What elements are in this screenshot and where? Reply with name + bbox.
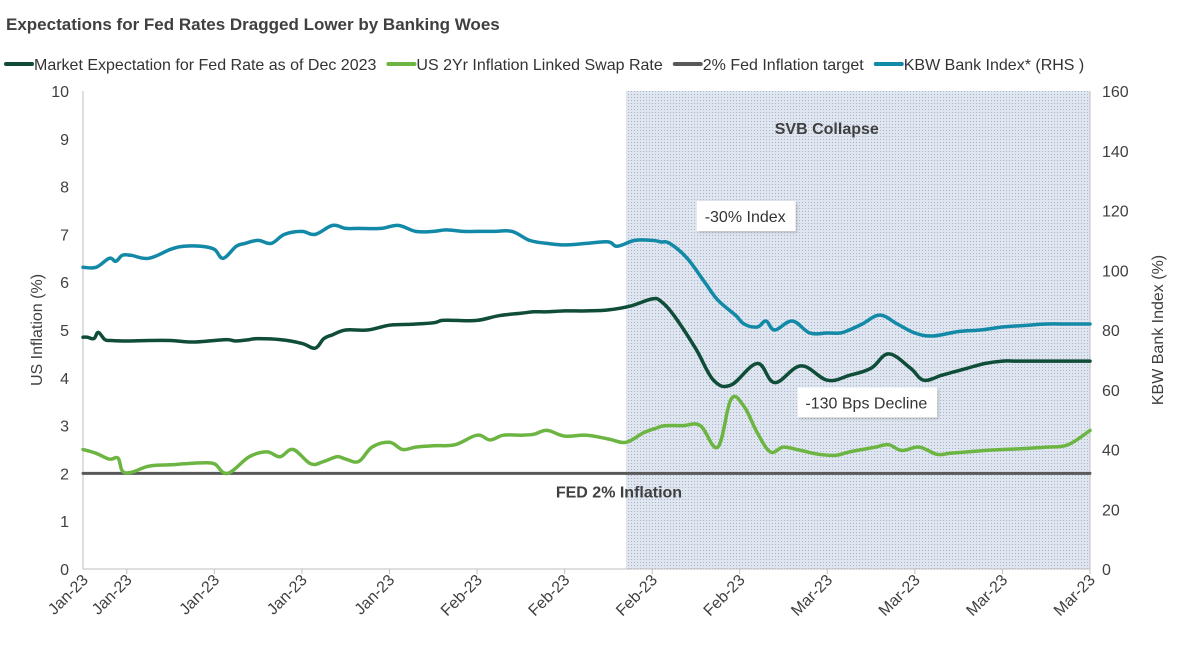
y-tick-label: 8 xyxy=(60,180,69,197)
y-tick-label: 1 xyxy=(60,514,69,531)
annotation: FED 2% Inflation xyxy=(556,484,682,501)
legend: Market Expectation for Fed Rate as of De… xyxy=(4,57,1085,74)
annotation-box xyxy=(696,201,796,232)
x-tick-label: Feb-23 xyxy=(613,572,661,620)
legend-label: KBW Bank Index* (RHS ) xyxy=(904,57,1085,74)
series-lines xyxy=(81,223,1092,476)
x-tick-label: Mar-23 xyxy=(876,572,924,620)
annotation-label: FED 2% Inflation xyxy=(556,484,682,501)
y2-tick-label: 80 xyxy=(1102,323,1120,340)
x-tick-label: Jan-23 xyxy=(177,572,224,619)
y-tick-label: 4 xyxy=(60,371,69,388)
y2-tick-label: 160 xyxy=(1102,84,1129,101)
annotation-label: -30% Index xyxy=(705,209,786,226)
x-tick-label: Jan-23 xyxy=(264,572,311,619)
x-tick-label: Jan-23 xyxy=(352,572,399,619)
y-tick-label: 2 xyxy=(60,466,69,483)
y-tick-label: 6 xyxy=(60,275,69,292)
y-axis-title: US Inflation (%) xyxy=(29,274,46,386)
y-tick-label: 7 xyxy=(60,227,69,244)
x-tick-label: Jan-23 xyxy=(89,572,136,619)
y2-tick-label: 0 xyxy=(1102,562,1111,579)
annotations: SVB Collapse -30% Index -130 Bps Decline FE… xyxy=(556,121,938,501)
annotation: SVB Collapse xyxy=(775,121,879,138)
annotation-label: -130 Bps Decline xyxy=(805,395,927,412)
fed-rate-expectation-line xyxy=(81,296,1092,389)
kbw-index-line xyxy=(81,223,1092,338)
annotation-box xyxy=(797,387,938,418)
chart-title: Expectations for Fed Rates Dragged Lower… xyxy=(6,15,500,34)
legend-label: 2% Fed Inflation target xyxy=(703,57,865,74)
annotation: -30% Index xyxy=(696,201,796,232)
inflation-swap-line xyxy=(81,394,1092,476)
y2-tick-label: 60 xyxy=(1102,383,1120,400)
legend-label: Market Expectation for Fed Rate as of De… xyxy=(34,57,377,74)
x-tick-label: Feb-23 xyxy=(526,572,574,620)
y-tick-label: 5 xyxy=(60,323,69,340)
y2-tick-label: 40 xyxy=(1102,443,1120,460)
y2-axis-title: KBW Bank Index (%) xyxy=(1150,255,1167,405)
y-tick-label: 3 xyxy=(60,419,69,436)
y2-tick-label: 100 xyxy=(1102,263,1129,280)
y-tick-label: 9 xyxy=(60,132,69,149)
y-tick-label: 10 xyxy=(51,84,69,101)
legend-label: US 2Yr Inflation Linked Swap Rate xyxy=(416,57,662,74)
y-tick-label: 0 xyxy=(60,562,69,579)
annotation: -130 Bps Decline xyxy=(797,387,938,418)
x-tick-label: Mar-23 xyxy=(963,572,1011,620)
annotation-label: SVB Collapse xyxy=(775,121,879,138)
x-tick-label: Feb-23 xyxy=(701,572,749,620)
y2-tick-label: 140 xyxy=(1102,144,1129,161)
x-tick-label: Mar-23 xyxy=(788,572,836,620)
x-tick-label: Mar-23 xyxy=(1051,572,1099,620)
x-tick-label: Feb-23 xyxy=(438,572,486,620)
shaded-region xyxy=(625,91,1090,569)
y2-tick-label: 20 xyxy=(1102,502,1120,519)
y2-tick-label: 120 xyxy=(1102,204,1129,221)
svb-collapse-shade xyxy=(625,91,1090,569)
